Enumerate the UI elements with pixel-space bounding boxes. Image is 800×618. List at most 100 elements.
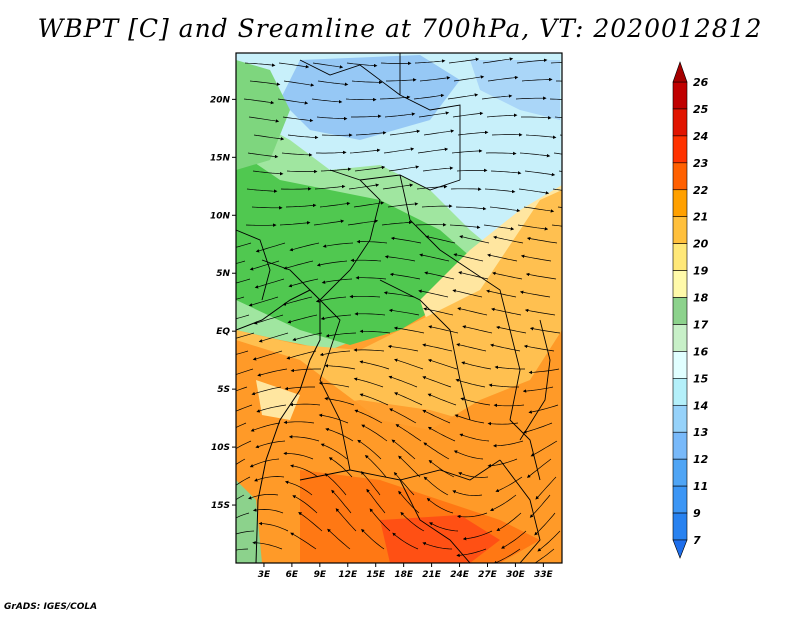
lat-tick-label: 5N <box>216 269 230 279</box>
streamline <box>248 116 280 123</box>
streamline <box>349 148 381 154</box>
streamline <box>254 476 285 482</box>
streamline <box>327 528 351 550</box>
colorbar-segment <box>672 351 688 379</box>
streamline <box>458 271 489 280</box>
streamline <box>520 254 552 262</box>
streamline <box>257 368 288 377</box>
streamline <box>236 404 253 412</box>
streamline <box>454 414 485 424</box>
colorbar-label: 22 <box>693 184 709 197</box>
streamline <box>322 242 354 248</box>
streamline <box>393 471 415 496</box>
streamline <box>487 253 518 262</box>
colorbar-label: 20 <box>693 238 709 251</box>
streamline <box>247 152 279 159</box>
streamline <box>422 542 453 550</box>
streamline <box>252 350 283 361</box>
streamline <box>423 442 450 460</box>
streamline <box>315 296 347 303</box>
streamline <box>522 386 554 393</box>
streamline <box>366 488 386 514</box>
streamline <box>448 57 480 64</box>
streamline <box>312 62 344 69</box>
streamline <box>359 329 391 334</box>
streamline <box>490 170 522 175</box>
colorbar-label: 7 <box>693 534 701 547</box>
streamline <box>236 458 246 465</box>
streamline <box>519 152 551 158</box>
streamline <box>452 490 483 496</box>
streamline <box>419 253 450 262</box>
streamline <box>455 206 487 211</box>
streamline <box>495 476 523 493</box>
streamline <box>236 440 252 450</box>
streamline <box>319 350 351 357</box>
streamline <box>490 494 517 511</box>
streamline <box>281 152 313 157</box>
streamline <box>553 152 562 155</box>
streamline <box>359 393 389 406</box>
streamline <box>290 368 321 373</box>
streamline <box>258 521 289 532</box>
colorbar-label: 24 <box>693 130 708 143</box>
streamline <box>298 512 323 532</box>
lat-tick-label: 20N <box>210 95 231 105</box>
streamline <box>349 294 381 299</box>
streamline <box>422 166 454 172</box>
streamline <box>353 201 385 208</box>
streamline <box>422 376 452 388</box>
streamline <box>525 134 557 139</box>
streamline <box>421 204 453 208</box>
streamline <box>255 440 286 449</box>
streamline <box>354 165 386 172</box>
streamline <box>243 98 275 105</box>
streamline <box>426 497 454 514</box>
streamline <box>534 548 555 563</box>
streamline <box>331 489 352 514</box>
streamline <box>236 296 245 300</box>
streamline <box>236 548 249 551</box>
streamline <box>351 80 383 85</box>
streamline <box>386 78 417 82</box>
streamline <box>321 278 353 284</box>
streamline <box>457 307 488 316</box>
colorbar-label: 18 <box>693 292 709 305</box>
streamline <box>382 183 414 190</box>
streamline <box>453 450 484 460</box>
streamline <box>517 224 549 231</box>
colorbar-label: 21 <box>693 211 708 224</box>
streamline <box>320 443 348 460</box>
streamline <box>422 343 453 352</box>
streamline <box>487 458 518 468</box>
streamline <box>253 314 284 325</box>
streamline <box>289 242 320 252</box>
streamline <box>353 348 385 352</box>
streamline <box>357 439 382 460</box>
colorbar: 26 25 24 23 22 21 20 19 18 17 16 15 14 13 12 11 9 7 <box>672 61 709 559</box>
streamline <box>419 76 451 82</box>
streamline <box>380 61 412 66</box>
streamline <box>452 111 484 118</box>
streamline <box>529 494 551 518</box>
streamline <box>236 512 250 519</box>
streamline <box>287 314 318 324</box>
streamline <box>489 206 521 213</box>
streamline <box>516 58 548 64</box>
streamline <box>389 272 421 280</box>
streamline <box>317 80 349 86</box>
colorbar-label: 25 <box>693 103 709 116</box>
streamline <box>316 150 347 155</box>
streamline <box>390 236 422 244</box>
lon-tick-label: 3E <box>258 570 271 580</box>
lon-tick-label: 24E <box>450 570 470 580</box>
streamline <box>253 134 285 141</box>
streamline <box>236 530 255 535</box>
colorbar-segment <box>672 512 688 541</box>
field-red <box>380 515 500 563</box>
streamline <box>388 308 420 316</box>
streamline <box>277 98 309 105</box>
streamline <box>496 325 527 334</box>
streamline <box>492 440 524 448</box>
streamline <box>346 62 378 68</box>
